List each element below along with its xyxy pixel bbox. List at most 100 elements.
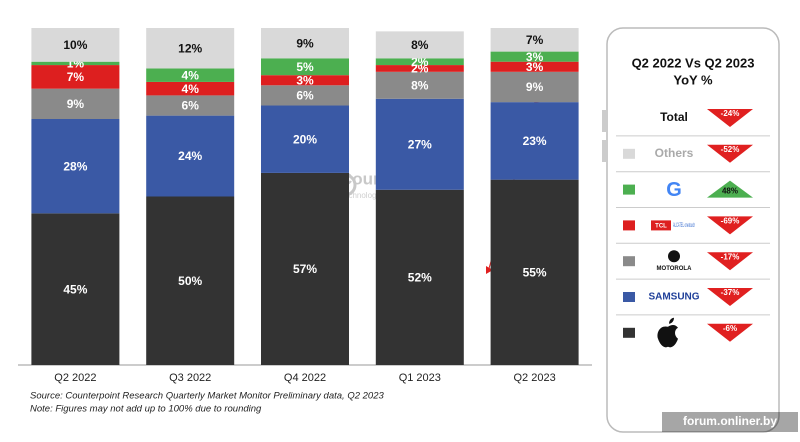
bar-segment [490,102,579,180]
arrow-tail [486,266,493,274]
bar-segment [146,81,235,96]
value-label: 12% [178,41,202,55]
value-label: 9% [67,97,85,111]
value-label: 8% [411,78,429,92]
legend-swatch [623,220,635,231]
bar-segment [31,118,120,214]
phone-button [602,110,606,132]
value-label: 3% [296,73,314,87]
value-label: 3% [526,50,544,64]
yoy-triangle [707,216,753,235]
legend-label: G [666,179,682,201]
value-label: 6% [296,89,314,103]
value-label: 10% [63,38,87,52]
bar-segment [375,31,464,59]
bar-segment [490,28,579,52]
bar-segment [261,28,349,59]
value-label: 8% [411,38,429,52]
legend-label: MOTOROLA [657,266,693,272]
value-label: 9% [526,80,544,94]
value-label: 50% [178,274,202,288]
x-tick-label: Q4 2022 [284,372,326,384]
yoy-label: -37% [721,288,740,297]
bar-segment [31,213,120,365]
value-label: 27% [408,137,432,151]
value-label: 9% [296,36,314,50]
panel-title: Q2 2022 Vs Q2 2023 [632,55,755,70]
phone-button [602,140,606,162]
value-label: 2% [411,55,429,69]
value-label: 24% [178,149,202,163]
site-watermark-bg [662,412,798,432]
bar-segment [375,58,464,66]
value-label: 7% [67,70,85,84]
bar-segment [490,179,579,365]
yoy-triangle [707,323,753,342]
legend-label: SAMSUNG [648,292,699,303]
value-label: 28% [63,159,87,173]
row-label: Total [660,110,688,124]
bar-segment [490,71,579,103]
value-label: 5% [296,60,314,74]
yoy-label: -52% [721,145,740,154]
yoy-triangle [707,144,753,163]
legend-label: TCL [655,223,667,229]
value-label: 7% [526,33,544,47]
note: Note: Figures may not add up to 100% due… [30,404,262,415]
value-label: 55% [523,265,547,279]
value-label: 4% [182,68,200,82]
bar-segment [261,58,349,76]
bar-segment [261,85,349,106]
bar-segment [375,189,464,365]
yoy-triangle [707,288,753,306]
panel-subtitle: YoY % [673,72,713,87]
tcl-badge [651,220,671,231]
source: Source: Counterpoint Research Quarterly … [30,391,384,402]
value-label: 2% [411,62,429,76]
yoy-label: -17% [721,252,740,261]
x-tick-label: Q3 2022 [169,372,211,384]
value-label: 4% [182,82,200,96]
bar-segment [146,95,235,116]
bar-segment [146,115,235,197]
site-watermark: forum.onliner.by [683,414,777,428]
legend-swatch [623,292,635,302]
value-label: 57% [293,262,317,276]
value-label: 3% [526,60,544,74]
yoy-label: -24% [721,109,740,118]
legend-swatch [623,327,635,338]
motorola-logo [668,250,680,263]
bar-segment [146,68,235,82]
bar-segment [490,51,579,62]
bar-segment [261,105,349,173]
legend-sublabel: ALCATEL onetouch [673,223,695,229]
bar-segment [146,196,235,365]
legend-swatch [623,184,635,195]
bar-segment [146,28,235,69]
x-tick-label: Q1 2023 [399,372,441,384]
bar-segment [31,28,120,62]
bar-segment [375,98,464,190]
bar-segment [261,172,349,365]
bar-segment [31,61,120,66]
bar-segment [261,75,349,86]
legend-swatch [623,148,635,159]
x-tick-label: Q2 2022 [54,372,96,384]
yoy-label: -69% [721,217,740,226]
value-label: 52% [408,271,432,285]
legend-label: Others [655,146,694,160]
value-label: 6% [182,99,200,113]
yoy-triangle [707,109,753,127]
bar-segment [375,71,464,99]
value-label: 45% [63,282,87,296]
bar-segment [375,65,464,72]
bar-segment [31,65,120,89]
yoy-label: 48% [722,187,738,196]
legend-swatch [623,256,635,267]
bar-segment [490,61,579,72]
value-label: 23% [523,134,547,148]
yoy-label: -6% [723,324,737,333]
yoy-triangle [707,180,753,198]
